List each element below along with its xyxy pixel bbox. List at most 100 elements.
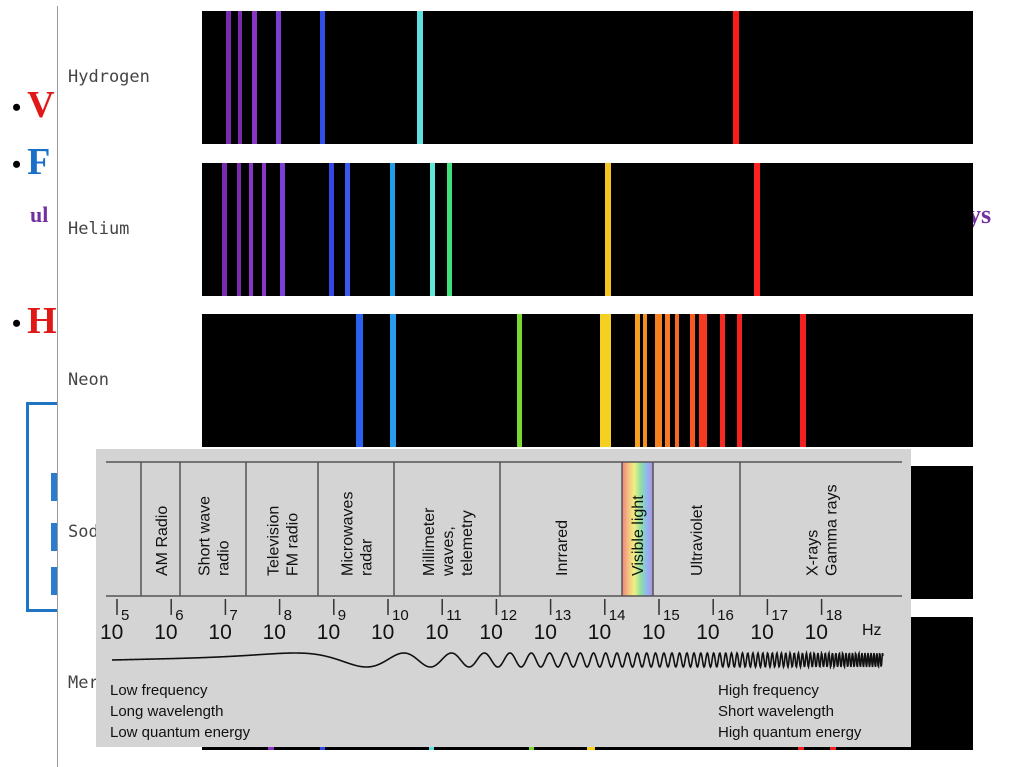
spectral-line <box>252 11 257 144</box>
axis-base: 10 <box>317 621 340 644</box>
band-label: telemetry <box>459 510 476 576</box>
spectral-line <box>249 163 253 296</box>
band-label: waves, <box>440 526 457 577</box>
band-label: radar <box>359 538 376 576</box>
right-note: High quantum energy <box>718 724 862 741</box>
slide-bullet-1: • V <box>12 84 55 126</box>
blue-box-mark <box>51 473 59 501</box>
slide-bullet-2-text: F <box>27 141 51 183</box>
spectral-line <box>517 314 522 447</box>
slide-subtext-right: ys <box>968 200 992 229</box>
spectrum-strip-hydrogen <box>202 11 973 144</box>
axis-base: 10 <box>642 621 665 644</box>
right-notes: High frequency Short wavelength High qua… <box>718 680 861 743</box>
axis-unit: Hz <box>862 622 882 639</box>
axis-exponent: 9 <box>338 607 346 624</box>
band-label: Ultraviolet <box>689 504 706 576</box>
axis-base: 10 <box>479 621 502 644</box>
spectral-line <box>737 314 742 447</box>
spectral-line <box>643 314 647 447</box>
right-note: High frequency <box>718 682 819 699</box>
left-note: Low frequency <box>110 682 208 699</box>
axis-exponent: 13 <box>555 607 572 624</box>
slide-bullet-3-text: H <box>27 300 57 342</box>
axis-exponent: 18 <box>826 607 843 624</box>
axis-exponent: 5 <box>121 607 129 624</box>
axis-exponent: 10 <box>392 607 409 624</box>
axis-exponent: 14 <box>609 607 626 624</box>
right-note: Short wavelength <box>718 703 834 720</box>
spectral-line <box>390 314 396 447</box>
spectral-line <box>675 314 679 447</box>
left-notes: Low frequency Long wavelength Low quantu… <box>110 680 250 743</box>
band-label: Visible light <box>630 495 647 576</box>
band-label: X-rays <box>805 530 822 576</box>
slide-subtext-left: ul <box>30 202 49 227</box>
blue-box-mark <box>51 567 59 595</box>
spectral-line <box>754 163 760 296</box>
axis-base: 10 <box>208 621 231 644</box>
axis-base: 10 <box>534 621 557 644</box>
spectral-line <box>320 11 325 144</box>
axis-base: 10 <box>425 621 448 644</box>
spectral-line <box>238 11 242 144</box>
spectral-line <box>237 163 241 296</box>
left-note: Low quantum energy <box>110 724 251 741</box>
spectral-line <box>733 11 739 144</box>
visible-light-gradient <box>622 462 653 596</box>
spectral-line <box>430 163 435 296</box>
spectral-line <box>262 163 266 296</box>
band-label: Short wave <box>197 496 214 576</box>
axis-exponent: 17 <box>771 607 788 624</box>
axis-exponent: 7 <box>229 607 237 624</box>
spectral-line <box>447 163 452 296</box>
em-spectrum-svg: AM Radio Short wave radio Television FM radi… <box>100 461 902 671</box>
slide-bullet-2: • F <box>12 141 51 183</box>
axis-exponent: 15 <box>663 607 680 624</box>
slide-bullet-1-text: V <box>27 84 55 126</box>
axis-exponent: 8 <box>284 607 292 624</box>
axis-base: 10 <box>588 621 611 644</box>
blue-box-mark <box>51 523 59 551</box>
spectral-line <box>390 163 395 296</box>
spectral-line <box>600 314 611 447</box>
element-label-neon: Neon <box>68 370 109 390</box>
spectral-line <box>356 314 363 447</box>
band-label: FM radio <box>285 513 302 576</box>
band-label: Television <box>266 506 283 576</box>
axis-exponent: 6 <box>175 607 183 624</box>
axis-base: 10 <box>750 621 773 644</box>
spectral-line <box>417 11 423 144</box>
axis-base: 10 <box>371 621 394 644</box>
band-label: Gamma rays <box>824 484 841 576</box>
spectral-line <box>226 11 231 144</box>
band-label: AM Radio <box>154 506 171 576</box>
spectral-line <box>655 314 662 447</box>
band-label: Inrrared <box>554 520 571 576</box>
spectral-line <box>665 314 670 447</box>
spectrum-strip-helium <box>202 163 973 296</box>
slide-blue-box <box>26 402 86 612</box>
spectral-line <box>276 11 281 144</box>
spectral-line <box>605 163 611 296</box>
axis-base: 10 <box>696 621 719 644</box>
left-note: Long wavelength <box>110 703 224 720</box>
axis-base: 10 <box>100 621 123 644</box>
spectral-line <box>345 163 350 296</box>
band-label: Microwaves <box>340 492 357 576</box>
spectral-line <box>635 314 640 447</box>
spectrum-strip-neon <box>202 314 973 447</box>
spectral-line <box>280 163 285 296</box>
axis-base: 10 <box>263 621 286 644</box>
axis-base: 10 <box>805 621 828 644</box>
em-spectrum-chart: AM Radio Short wave radio Television FM radi… <box>96 449 911 747</box>
axis-exponent: 16 <box>717 607 734 624</box>
slide-bullet-3: • H <box>12 300 57 342</box>
element-label-helium: Helium <box>68 219 130 239</box>
spectral-line <box>690 314 695 447</box>
axis-exponent: 12 <box>500 607 517 624</box>
axis-base: 10 <box>154 621 177 644</box>
band-label: radio <box>216 540 233 576</box>
axis-exponent: 11 <box>446 607 462 624</box>
spectral-line <box>699 314 707 447</box>
